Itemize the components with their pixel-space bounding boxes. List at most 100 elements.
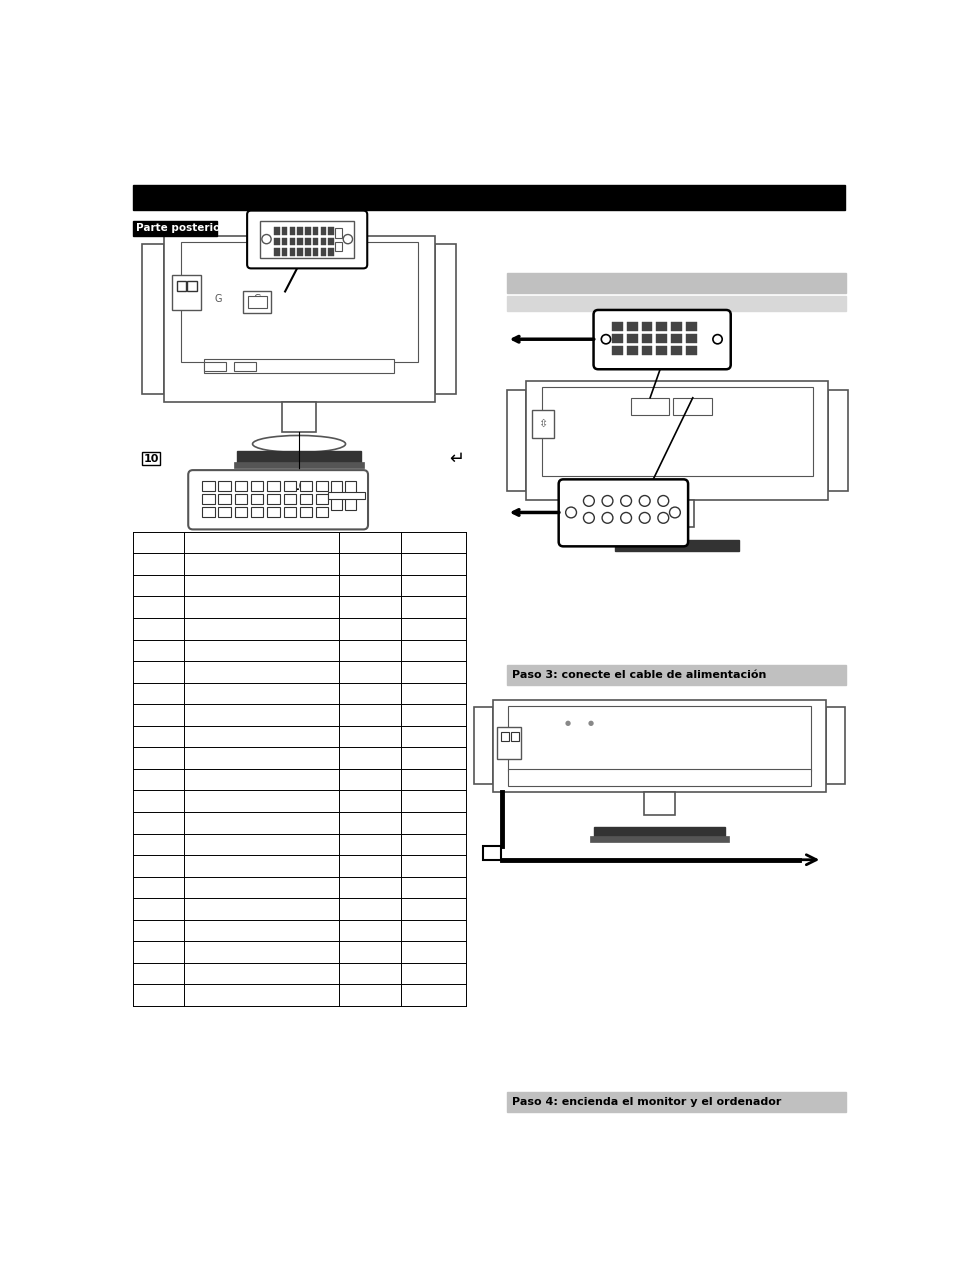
Bar: [344, 498, 355, 510]
Bar: [274, 237, 279, 246]
Circle shape: [639, 512, 649, 524]
Bar: [283, 507, 295, 517]
FancyBboxPatch shape: [558, 479, 687, 547]
Bar: [626, 334, 637, 343]
Bar: [435, 243, 456, 394]
Bar: [615, 540, 739, 550]
Circle shape: [601, 496, 612, 506]
Bar: [670, 334, 681, 343]
Circle shape: [583, 512, 594, 524]
Bar: [320, 237, 326, 246]
Bar: [202, 507, 214, 517]
Bar: [234, 507, 247, 517]
Bar: [204, 359, 394, 373]
Bar: [282, 237, 287, 246]
Circle shape: [343, 234, 353, 243]
Bar: [251, 480, 263, 490]
Bar: [233, 362, 255, 371]
Bar: [204, 362, 226, 371]
Bar: [641, 334, 652, 343]
Bar: [525, 381, 827, 501]
Bar: [508, 706, 810, 771]
Bar: [133, 185, 843, 210]
Bar: [656, 347, 666, 355]
Bar: [670, 347, 681, 355]
Bar: [320, 227, 326, 234]
Bar: [612, 321, 622, 331]
Bar: [288, 479, 310, 494]
Bar: [181, 242, 417, 362]
Bar: [335, 228, 342, 237]
Bar: [234, 494, 247, 505]
Bar: [218, 507, 231, 517]
Bar: [331, 498, 341, 510]
FancyBboxPatch shape: [188, 470, 368, 530]
Bar: [299, 480, 312, 490]
Bar: [506, 1092, 845, 1112]
Bar: [313, 227, 318, 234]
FancyBboxPatch shape: [593, 310, 730, 369]
Text: ●: ●: [587, 720, 593, 726]
Bar: [328, 248, 334, 256]
Bar: [315, 507, 328, 517]
Text: G: G: [214, 294, 222, 304]
Bar: [248, 296, 266, 308]
Bar: [483, 846, 500, 860]
Bar: [612, 334, 622, 343]
Bar: [187, 280, 196, 292]
Bar: [283, 494, 295, 505]
Bar: [656, 334, 666, 343]
Bar: [267, 494, 279, 505]
Bar: [685, 321, 696, 331]
Text: Paso 4: encienda el monitor y el ordenador: Paso 4: encienda el monitor y el ordenad…: [512, 1097, 781, 1107]
Bar: [626, 347, 637, 355]
Bar: [313, 248, 318, 256]
Bar: [233, 461, 364, 468]
Bar: [825, 707, 843, 785]
Bar: [315, 494, 328, 505]
Circle shape: [583, 496, 594, 506]
Bar: [685, 334, 696, 343]
Bar: [506, 273, 845, 293]
Bar: [202, 494, 214, 505]
Bar: [626, 321, 637, 331]
Bar: [593, 827, 724, 837]
Text: 10: 10: [290, 480, 308, 493]
Bar: [142, 243, 164, 394]
Bar: [234, 480, 247, 490]
Bar: [282, 248, 287, 256]
Bar: [612, 347, 622, 355]
Text: G: G: [253, 294, 261, 304]
Circle shape: [712, 335, 721, 344]
Bar: [659, 501, 694, 527]
Bar: [673, 397, 711, 414]
Bar: [328, 493, 365, 498]
Bar: [290, 248, 294, 256]
Bar: [142, 452, 159, 465]
Text: Paso 3: conecte el cable de alimentación: Paso 3: conecte el cable de alimentación: [512, 670, 766, 680]
Bar: [164, 236, 435, 401]
Bar: [290, 237, 294, 246]
Bar: [328, 237, 334, 246]
Bar: [299, 507, 312, 517]
Bar: [493, 699, 825, 792]
Bar: [497, 726, 520, 759]
Bar: [541, 387, 812, 475]
Bar: [283, 480, 295, 490]
Bar: [589, 836, 728, 842]
Bar: [630, 397, 669, 414]
Bar: [243, 292, 271, 313]
Bar: [313, 237, 318, 246]
Bar: [267, 507, 279, 517]
Bar: [315, 480, 328, 490]
Circle shape: [601, 512, 612, 524]
Circle shape: [658, 512, 668, 524]
Circle shape: [639, 496, 649, 506]
Bar: [344, 480, 355, 493]
Bar: [176, 280, 186, 292]
Bar: [274, 248, 279, 256]
Bar: [328, 227, 334, 234]
Bar: [500, 733, 509, 741]
Circle shape: [600, 335, 610, 344]
Ellipse shape: [253, 436, 345, 452]
